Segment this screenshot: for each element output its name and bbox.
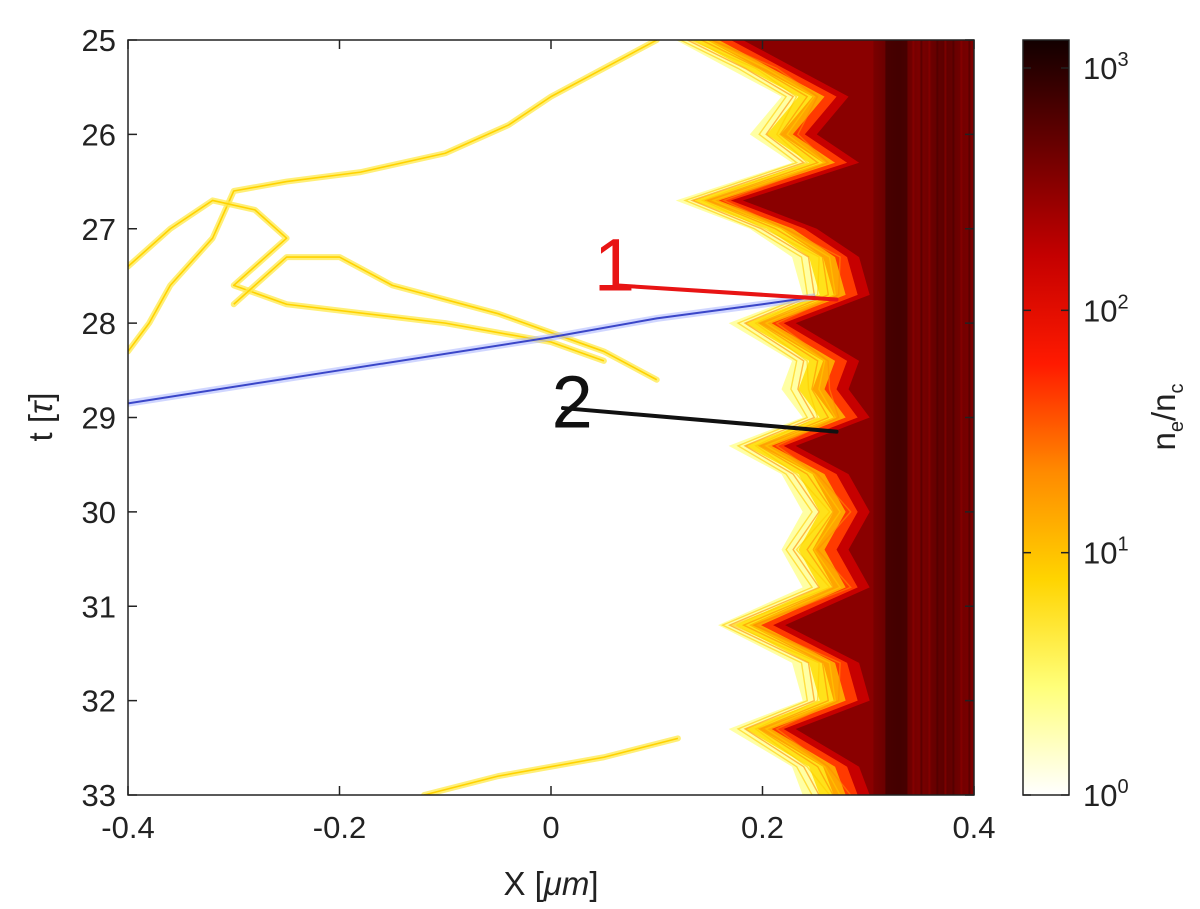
y-tick-label: 28 (82, 306, 116, 341)
annotation-pointer-2 (561, 406, 839, 434)
y-tick-label: 25 (82, 23, 116, 58)
density-filament (708, 40, 842, 795)
annotation-pointer-1 (613, 283, 839, 302)
x-tick-label: 0.4 (952, 810, 995, 845)
y-tick-label: 33 (82, 778, 116, 813)
heatmap-layer (675, 40, 974, 795)
electron-trace-core-3 (423, 737, 679, 795)
density-filament (690, 40, 831, 795)
colorbar-tick-label: 100 (1083, 776, 1129, 813)
colorbar-label: ne/nc (1145, 383, 1188, 450)
y-tick-label: 29 (82, 401, 116, 436)
y-axis-title: t [τ] (22, 392, 59, 441)
y-tick-label: 27 (82, 212, 116, 247)
electron-trace-core-2 (233, 256, 658, 381)
colorbar-ticks: 100 101 102 103 (1023, 49, 1129, 813)
colorbar (1022, 39, 1070, 796)
electron-trace-core-1 (128, 199, 605, 362)
x-tick-label: -0.4 (101, 810, 154, 845)
colorbar-tick-label: 102 (1083, 291, 1129, 328)
blue-trace (128, 295, 816, 405)
y-axis: 25 26 27 28 29 30 31 32 33 (82, 23, 974, 813)
x-tick-label: -0.2 (313, 810, 366, 845)
x-tick-label: 0.2 (741, 810, 784, 845)
annotation-label-2: 2 (552, 360, 593, 443)
density-filament (680, 40, 814, 795)
density-filament (701, 40, 835, 795)
annotation-label-1: 1 (594, 224, 635, 307)
y-tick-label: 30 (82, 495, 116, 530)
y-tick-label: 26 (82, 117, 116, 152)
density-filament (687, 40, 821, 795)
x-axis-title: X [μm] (503, 865, 598, 902)
annotation-layer: 12 (552, 224, 839, 443)
colorbar-tick-label: 101 (1083, 534, 1129, 571)
density-filament (711, 40, 852, 795)
electron-trace-core-0 (128, 40, 658, 352)
x-tick-label: 0 (542, 810, 559, 845)
y-tick-label: 32 (82, 684, 116, 719)
dense-plasma-edge (885, 40, 908, 795)
x-axis: -0.4 -0.2 0 0.2 0.4 (101, 40, 996, 845)
colorbar-tick-label: 103 (1083, 49, 1129, 86)
y-tick-label: 31 (82, 589, 116, 624)
trace-layer (128, 40, 816, 795)
